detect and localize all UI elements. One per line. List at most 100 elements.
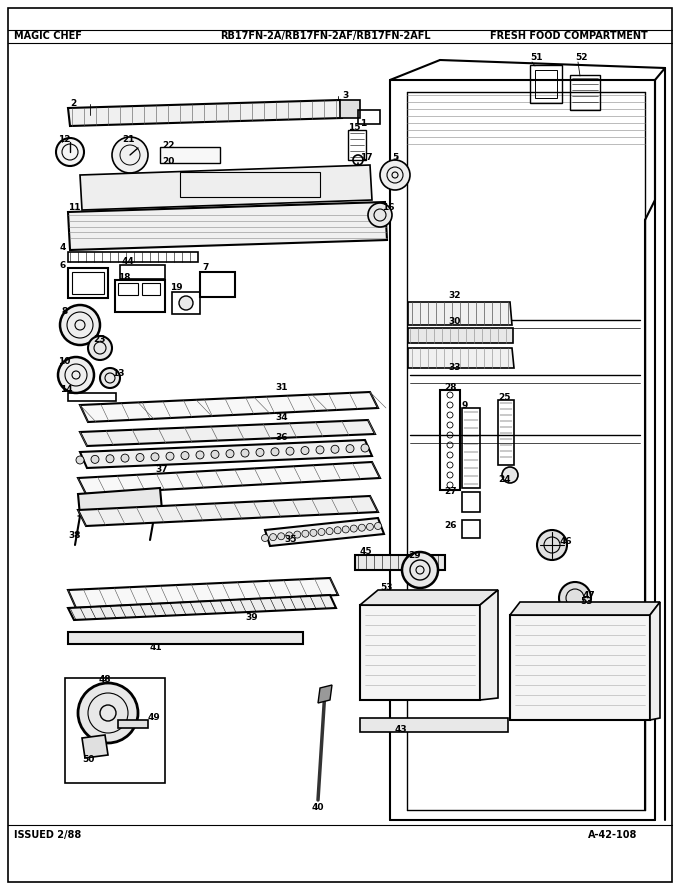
Circle shape <box>136 454 144 462</box>
Text: 26: 26 <box>444 521 456 530</box>
Polygon shape <box>80 440 372 468</box>
Circle shape <box>367 523 373 530</box>
Bar <box>498 400 514 465</box>
Polygon shape <box>68 202 387 250</box>
Circle shape <box>286 447 294 455</box>
Text: 4: 4 <box>60 244 67 253</box>
Bar <box>68 252 198 262</box>
Text: 17: 17 <box>360 153 373 163</box>
Bar <box>118 720 148 728</box>
Text: 6: 6 <box>60 261 66 270</box>
Polygon shape <box>68 100 342 126</box>
Text: 51: 51 <box>530 53 543 62</box>
Text: 12: 12 <box>58 135 71 144</box>
Bar <box>408 328 513 343</box>
Circle shape <box>350 525 357 532</box>
Circle shape <box>277 533 285 540</box>
Polygon shape <box>408 302 512 325</box>
Bar <box>118 283 138 295</box>
Text: 49: 49 <box>148 714 160 723</box>
Circle shape <box>211 450 219 458</box>
Text: 20: 20 <box>162 158 174 166</box>
Circle shape <box>269 534 277 540</box>
Text: 22: 22 <box>162 141 175 150</box>
Text: 2: 2 <box>70 100 76 109</box>
Text: A-42-108: A-42-108 <box>588 830 637 840</box>
Circle shape <box>241 449 249 457</box>
Circle shape <box>262 535 269 541</box>
Polygon shape <box>318 685 332 703</box>
Text: 47: 47 <box>583 590 596 600</box>
Bar <box>142 283 160 295</box>
Text: 48: 48 <box>99 676 112 684</box>
Polygon shape <box>78 462 380 494</box>
Polygon shape <box>80 420 375 446</box>
Text: 34: 34 <box>275 414 288 423</box>
Circle shape <box>310 530 317 537</box>
Text: 27: 27 <box>444 488 457 497</box>
Circle shape <box>100 368 120 388</box>
Text: ISSUED 2/88: ISSUED 2/88 <box>14 830 81 840</box>
Circle shape <box>121 454 129 462</box>
Bar <box>530 65 562 103</box>
Text: 1: 1 <box>360 118 367 127</box>
Circle shape <box>112 137 148 173</box>
Bar <box>348 130 366 160</box>
Bar <box>360 718 508 732</box>
Text: 43: 43 <box>395 725 407 734</box>
Text: 14: 14 <box>60 385 73 394</box>
Text: MAGIC CHEF: MAGIC CHEF <box>14 31 82 41</box>
Polygon shape <box>265 518 384 546</box>
Text: 13: 13 <box>112 368 124 377</box>
Polygon shape <box>510 602 660 615</box>
Bar <box>535 70 557 98</box>
Text: 21: 21 <box>122 135 135 144</box>
Text: 18: 18 <box>118 272 131 281</box>
Bar <box>462 520 480 538</box>
Text: 3: 3 <box>342 92 348 101</box>
Circle shape <box>286 532 292 539</box>
Circle shape <box>179 296 193 310</box>
Polygon shape <box>360 590 498 605</box>
Circle shape <box>196 451 204 459</box>
Text: 31: 31 <box>275 384 288 392</box>
Circle shape <box>375 522 381 530</box>
Bar <box>200 272 235 297</box>
Circle shape <box>316 446 324 454</box>
Bar <box>68 393 116 401</box>
Circle shape <box>346 445 354 453</box>
Text: 10: 10 <box>58 358 70 367</box>
Text: 19: 19 <box>170 284 183 293</box>
Text: 33: 33 <box>449 363 461 373</box>
Bar <box>462 492 480 512</box>
Polygon shape <box>480 590 498 700</box>
Polygon shape <box>78 488 162 516</box>
Text: 15: 15 <box>348 123 360 132</box>
Circle shape <box>358 524 365 531</box>
Polygon shape <box>80 392 378 422</box>
Circle shape <box>60 305 100 345</box>
Polygon shape <box>78 496 378 526</box>
Bar <box>568 613 582 633</box>
Bar <box>358 110 380 124</box>
Text: 29: 29 <box>408 551 421 560</box>
Circle shape <box>271 448 279 456</box>
Circle shape <box>106 455 114 463</box>
Circle shape <box>58 357 94 393</box>
Polygon shape <box>68 595 336 620</box>
Circle shape <box>301 447 309 455</box>
Bar <box>172 292 200 314</box>
Circle shape <box>368 203 392 227</box>
Text: 24: 24 <box>498 475 511 484</box>
Text: 41: 41 <box>150 643 163 652</box>
Text: 45: 45 <box>360 547 373 556</box>
Text: 5: 5 <box>392 153 398 163</box>
Text: 36: 36 <box>275 433 288 442</box>
Circle shape <box>331 445 339 453</box>
Circle shape <box>56 138 84 166</box>
Text: 35: 35 <box>284 536 296 545</box>
Circle shape <box>76 456 84 464</box>
Circle shape <box>166 452 174 460</box>
Text: 53: 53 <box>380 584 392 593</box>
Text: 32: 32 <box>449 290 461 300</box>
